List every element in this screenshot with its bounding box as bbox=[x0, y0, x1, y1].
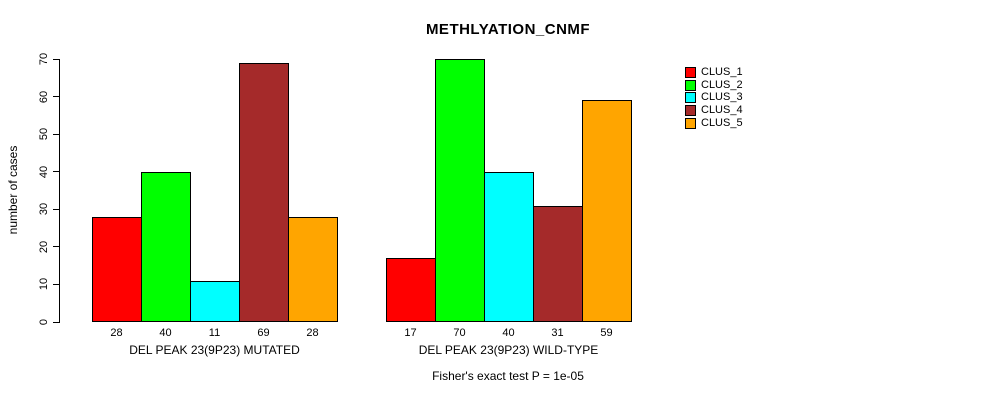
bar-value-label: 17 bbox=[404, 327, 417, 339]
x-axis-group-label: DEL PEAK 23(9P23) WILD-TYPE bbox=[418, 343, 599, 357]
bar-clus_1-group2 bbox=[386, 258, 436, 322]
legend-swatch-clus_2 bbox=[685, 79, 696, 91]
y-axis-tick bbox=[53, 246, 60, 248]
y-axis-tick bbox=[53, 171, 60, 173]
x-axis-group-label: DEL PEAK 23(9P23) MUTATED bbox=[129, 343, 300, 357]
y-axis-tick bbox=[53, 208, 60, 210]
y-axis-tick bbox=[53, 58, 60, 60]
y-axis-tick-label: 0 bbox=[38, 318, 50, 326]
legend-label: CLUS_1 bbox=[701, 65, 743, 78]
bar-value-label: 28 bbox=[110, 327, 123, 339]
legend: CLUS_1 CLUS_2 CLUS_3 CLUS_4 CLUS_5 bbox=[685, 66, 743, 129]
bar-clus_2-group1 bbox=[141, 172, 191, 322]
legend-item: CLUS_3 bbox=[685, 91, 743, 104]
chart-title: METHLYATION_CNMF bbox=[425, 21, 591, 38]
legend-swatch-clus_5 bbox=[685, 117, 696, 129]
y-axis-tick-label: 20 bbox=[38, 240, 50, 253]
y-axis-tick bbox=[53, 133, 60, 135]
y-axis-tick-label: 50 bbox=[38, 128, 50, 141]
bar-clus_3-group2 bbox=[484, 172, 534, 322]
y-axis-line bbox=[59, 58, 60, 323]
bar-clus_2-group2 bbox=[435, 59, 485, 322]
y-axis-tick-label: 40 bbox=[38, 165, 50, 178]
bar-clus_4-group2 bbox=[533, 206, 583, 322]
legend-label: CLUS_4 bbox=[701, 103, 743, 116]
bar-value-label: 40 bbox=[502, 327, 515, 339]
legend-swatch-clus_3 bbox=[685, 92, 696, 104]
legend-label: CLUS_2 bbox=[701, 78, 743, 91]
bar-value-label: 59 bbox=[600, 327, 613, 339]
y-axis-tick bbox=[53, 96, 60, 98]
y-axis-tick bbox=[53, 321, 60, 323]
chart-subtitle: Fisher's exact test P = 1e-05 bbox=[432, 369, 584, 383]
bar-value-label: 31 bbox=[551, 327, 564, 339]
y-axis-label: number of cases bbox=[6, 145, 20, 235]
y-axis-tick-label: 60 bbox=[38, 90, 50, 103]
bar-value-label: 11 bbox=[208, 327, 221, 339]
bar-clus_4-group1 bbox=[239, 63, 289, 322]
bar-clus_1-group1 bbox=[92, 217, 142, 322]
bar-value-label: 28 bbox=[306, 327, 319, 339]
bar-clus_5-group2 bbox=[582, 100, 632, 322]
bar-clus_3-group1 bbox=[190, 281, 240, 322]
legend-item: CLUS_5 bbox=[685, 117, 743, 130]
legend-item: CLUS_4 bbox=[685, 104, 743, 117]
legend-swatch-clus_4 bbox=[685, 104, 696, 116]
legend-label: CLUS_5 bbox=[701, 116, 743, 129]
y-axis-tick-label: 30 bbox=[38, 203, 50, 216]
y-axis-tick-label: 70 bbox=[38, 52, 50, 66]
legend-label: CLUS_3 bbox=[701, 91, 743, 104]
legend-item: CLUS_1 bbox=[685, 66, 743, 79]
bar-value-label: 69 bbox=[257, 327, 270, 339]
legend-swatch-clus_1 bbox=[685, 66, 696, 78]
y-axis-tick-label: 10 bbox=[38, 278, 50, 291]
y-axis-tick bbox=[53, 283, 60, 285]
bar-value-label: 40 bbox=[159, 327, 172, 339]
bar-value-label: 70 bbox=[453, 327, 466, 339]
bar-clus_5-group1 bbox=[288, 217, 338, 322]
legend-item: CLUS_2 bbox=[685, 79, 743, 92]
